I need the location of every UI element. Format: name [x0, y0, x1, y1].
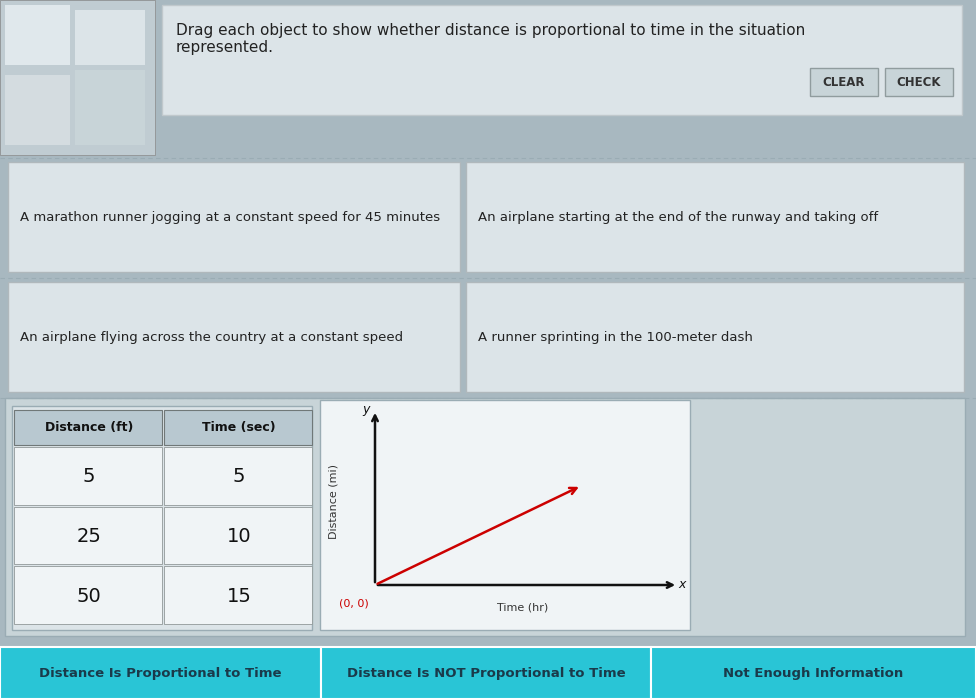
Bar: [5, 75, 70, 145]
Bar: [885, 68, 953, 96]
Bar: [0, 0, 155, 155]
Bar: [12, 406, 312, 630]
Bar: [14, 507, 162, 564]
Bar: [75, 10, 145, 65]
Text: A marathon runner jogging at a constant speed for 45 minutes: A marathon runner jogging at a constant …: [20, 210, 440, 224]
Bar: [5, 398, 965, 636]
Bar: [0, 647, 321, 699]
Text: Distance (ft): Distance (ft): [45, 421, 133, 434]
Bar: [164, 566, 312, 624]
Bar: [5, 5, 70, 65]
Text: 5: 5: [83, 468, 96, 487]
Bar: [651, 647, 976, 699]
Text: 15: 15: [226, 586, 252, 605]
Bar: [14, 410, 162, 445]
Text: CHECK: CHECK: [897, 75, 941, 89]
Bar: [466, 162, 964, 272]
Text: Time (hr): Time (hr): [497, 602, 549, 612]
Text: An airplane flying across the country at a constant speed: An airplane flying across the country at…: [20, 331, 403, 343]
Bar: [810, 68, 878, 96]
Text: Distance Is Proportional to Time: Distance Is Proportional to Time: [39, 667, 282, 679]
Bar: [14, 447, 162, 505]
Text: (0, 0): (0, 0): [340, 598, 369, 608]
Bar: [162, 5, 962, 115]
Bar: [8, 282, 460, 392]
Text: Drag each object to show whether distance is proportional to time in the situati: Drag each object to show whether distanc…: [176, 23, 805, 55]
Text: CLEAR: CLEAR: [823, 75, 866, 89]
Text: 25: 25: [76, 527, 102, 546]
Text: An airplane starting at the end of the runway and taking off: An airplane starting at the end of the r…: [478, 210, 878, 224]
Bar: [164, 410, 312, 445]
Text: Distance Is NOT Proportional to Time: Distance Is NOT Proportional to Time: [346, 667, 626, 679]
Text: 50: 50: [77, 586, 102, 605]
Text: Not Enough Information: Not Enough Information: [723, 667, 904, 679]
Bar: [320, 400, 690, 630]
Text: 5: 5: [232, 468, 245, 487]
Bar: [75, 70, 145, 145]
Bar: [14, 566, 162, 624]
Text: 10: 10: [226, 527, 251, 546]
Text: Distance (mi): Distance (mi): [329, 464, 339, 539]
Bar: [164, 507, 312, 564]
Text: x: x: [678, 579, 686, 591]
Text: A runner sprinting in the 100-meter dash: A runner sprinting in the 100-meter dash: [478, 331, 752, 343]
Text: y: y: [363, 403, 370, 417]
Bar: [466, 282, 964, 392]
Text: Time (sec): Time (sec): [202, 421, 276, 434]
Bar: [321, 647, 651, 699]
Bar: [164, 447, 312, 505]
Bar: [8, 162, 460, 272]
